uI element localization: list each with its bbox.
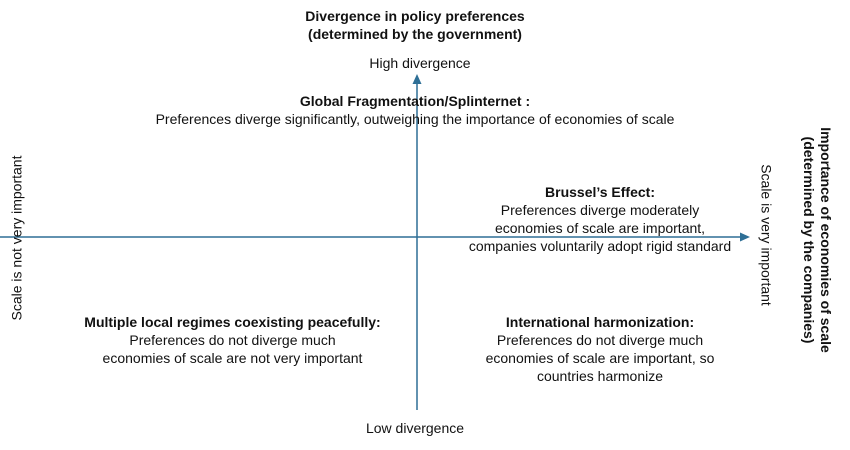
- quadrant-right-title: Brussel’s Effect:: [545, 184, 655, 200]
- quadrant-right-line3: companies voluntarily adopt rigid standa…: [468, 238, 732, 254]
- quadrant-bottom-right-line2: economies of scale are important, so: [485, 350, 715, 366]
- horizontal-axis-arrowhead: [740, 232, 750, 242]
- quadrant-right: Brussel’s Effect: Preferences diverge mo…: [440, 183, 760, 255]
- quadrant-bottom-left: Multiple local regimes coexisting peacef…: [50, 313, 415, 367]
- low-divergence-label: Low divergence: [365, 420, 465, 436]
- quadrant-top-title: Global Fragmentation/Splinternet :: [299, 93, 531, 109]
- quadrant-bottom-right-title: International harmonization:: [505, 314, 695, 330]
- x-axis-title-line2: (determined by the companies): [801, 136, 817, 344]
- vertical-axis-arrowhead: [412, 74, 422, 84]
- quadrant-top: Global Fragmentation/Splinternet : Prefe…: [90, 92, 740, 128]
- y-axis-title-line2: (determined by the government): [308, 26, 522, 42]
- x-axis-title: Importance of economies of scale (determ…: [800, 127, 834, 353]
- quadrant-bottom-right-line1: Preferences do not diverge much: [496, 332, 704, 348]
- scale-very-important-label: Scale is very important: [758, 164, 775, 306]
- x-axis-title-line1: Importance of economies of scale: [818, 127, 834, 353]
- quadrant-bottom-left-line2: economies of scale are not very importan…: [102, 350, 363, 366]
- scale-not-important-label: Scale is not very important: [8, 155, 25, 321]
- y-axis-title: Divergence in policy preferences (determ…: [200, 7, 630, 43]
- quadrant-bottom-left-title: Multiple local regimes coexisting peacef…: [84, 314, 381, 330]
- quadrant-bottom-right-line3: countries harmonize: [536, 368, 664, 384]
- high-divergence-label: High divergence: [369, 55, 471, 71]
- quadrant-right-line1: Preferences diverge moderately: [500, 202, 700, 218]
- quadrant-bottom-left-line1: Preferences do not diverge much: [129, 332, 336, 348]
- quadrant-bottom-right: International harmonization: Preferences…: [440, 313, 760, 385]
- quadrant-top-text: Preferences diverge significantly, outwe…: [155, 111, 675, 127]
- y-axis-title-line1: Divergence in policy preferences: [305, 8, 525, 24]
- quadrant-right-line2: economies of scale are important,: [494, 220, 706, 236]
